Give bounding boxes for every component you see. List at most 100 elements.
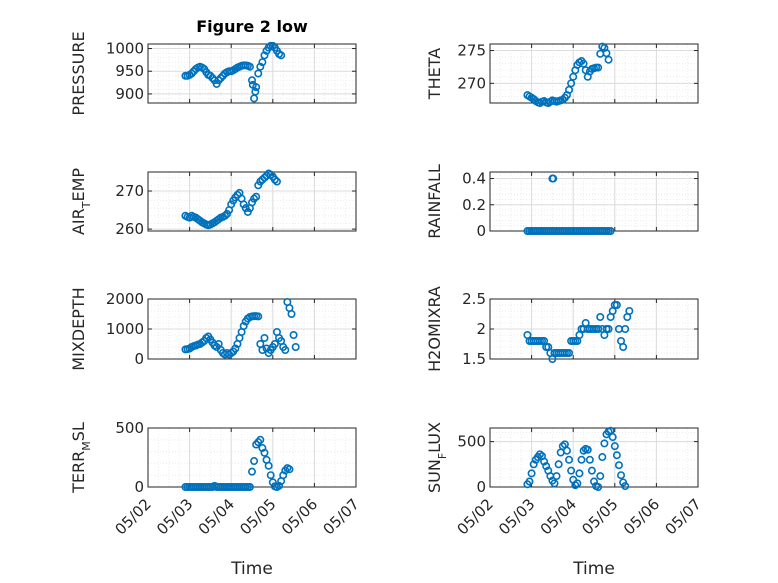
- data-point: [565, 348, 574, 357]
- x-tick-label: 05/06: [278, 495, 321, 538]
- subplot-0: 900 950 1000 PRESSURE: [69, 31, 357, 116]
- data-point: [573, 479, 582, 488]
- data-point: [600, 439, 609, 448]
- data-point: [254, 312, 263, 321]
- data-point: [291, 342, 300, 351]
- x-tick-label: 05/05: [578, 495, 621, 538]
- x-tick-label: 05/05: [236, 495, 279, 538]
- y-axis-label: SUNFLUX: [425, 422, 449, 493]
- data-point: [585, 455, 594, 464]
- y-axis-label: PRESSURE: [69, 31, 88, 115]
- y-axis-label: AIRTEMP: [69, 168, 93, 235]
- y-tick-label: 500: [457, 433, 486, 451]
- data-point: [270, 339, 279, 348]
- data-point: [287, 309, 296, 318]
- subplot-3: 0 0.2 0.4 RAINFALL: [425, 164, 699, 240]
- y-tick-label: 0: [134, 478, 144, 496]
- x-tick-label: 05/07: [320, 495, 363, 538]
- data-point: [250, 194, 259, 203]
- data-point: [565, 455, 574, 464]
- data-point: [266, 471, 275, 480]
- data-point: [596, 312, 605, 321]
- subplot-1: 270 275 THETA: [425, 42, 699, 108]
- data-point: [260, 173, 269, 182]
- subplot-2: 260 270 AIRTEMP: [69, 168, 357, 238]
- y-axis-label: THETA: [425, 48, 444, 100]
- y-tick-label: 270: [115, 182, 144, 200]
- y-tick-label: 1.5: [462, 350, 486, 368]
- data-point: [598, 453, 607, 462]
- data-point: [220, 211, 229, 220]
- data-point: [250, 457, 259, 466]
- data-point: [554, 460, 563, 469]
- data-point: [525, 477, 534, 486]
- y-tick-label: 0.2: [462, 196, 486, 214]
- data-point: [612, 451, 621, 460]
- plot-area: [490, 44, 698, 103]
- subplot-7: 0 500 SUNFLUX: [425, 422, 699, 496]
- data-point: [549, 174, 558, 183]
- plot-area: [148, 428, 356, 487]
- y-tick-label: 0: [476, 222, 486, 240]
- data-point: [258, 345, 267, 354]
- data-point: [621, 482, 630, 491]
- data-point: [270, 175, 279, 184]
- x-tick-label: 05/03: [153, 495, 196, 538]
- subplot-6: 0 500 TERRMSL: [69, 419, 357, 496]
- data-point: [248, 467, 257, 476]
- data-point: [594, 324, 603, 333]
- axis-box: [147, 171, 357, 232]
- y-tick-label: 500: [115, 419, 144, 437]
- data-point: [231, 344, 240, 353]
- data-point: [256, 435, 265, 444]
- y-axis-label: RAINFALL: [425, 164, 444, 239]
- data-point: [260, 333, 269, 342]
- x-axis-label-left: Time: [230, 559, 273, 579]
- data-point: [540, 457, 549, 466]
- data-point: [604, 55, 613, 64]
- data-point: [614, 461, 623, 470]
- data-point: [567, 466, 576, 475]
- subplot-5: 1.5 2 2.5 H2OMIXRA: [425, 286, 699, 372]
- data-point: [245, 482, 254, 491]
- x-tick-label: 05/07: [662, 495, 705, 538]
- x-axis-label-right: Time: [572, 559, 615, 579]
- y-tick-label: 1000: [106, 40, 144, 58]
- y-tick-label: 0: [476, 478, 486, 496]
- y-tick-label: 0.4: [462, 170, 486, 188]
- figure-title: Figure 2 low: [196, 17, 308, 36]
- data-point: [258, 58, 267, 67]
- data-point: [589, 477, 598, 486]
- data-point: [594, 482, 603, 491]
- data-point: [608, 433, 617, 442]
- data-point: [266, 170, 275, 179]
- data-point: [268, 41, 277, 50]
- data-point: [252, 83, 261, 92]
- data-point: [587, 466, 596, 475]
- data-point: [606, 227, 615, 236]
- data-point: [254, 69, 263, 78]
- data-point: [256, 62, 265, 71]
- data-point: [594, 63, 603, 72]
- axis-box: [147, 43, 357, 104]
- x-tick-label: 05/03: [495, 495, 538, 538]
- data-point: [289, 330, 298, 339]
- data-point: [571, 481, 580, 490]
- data-point: [604, 324, 613, 333]
- axis-box: [489, 171, 699, 232]
- data-point: [579, 446, 588, 455]
- data-point: [260, 448, 269, 457]
- data-point: [529, 460, 538, 469]
- y-tick-label: 260: [115, 220, 144, 238]
- data-point: [562, 446, 571, 455]
- data-point: [252, 192, 261, 201]
- y-tick-label: 2.5: [462, 290, 486, 308]
- y-tick-label: 900: [115, 85, 144, 103]
- data-point: [621, 324, 630, 333]
- data-point: [260, 51, 269, 60]
- data-point: [245, 62, 254, 71]
- y-tick-label: 950: [115, 62, 144, 80]
- y-tick-label: 1000: [106, 320, 144, 338]
- data-point: [268, 478, 277, 487]
- axis-box: [489, 427, 699, 488]
